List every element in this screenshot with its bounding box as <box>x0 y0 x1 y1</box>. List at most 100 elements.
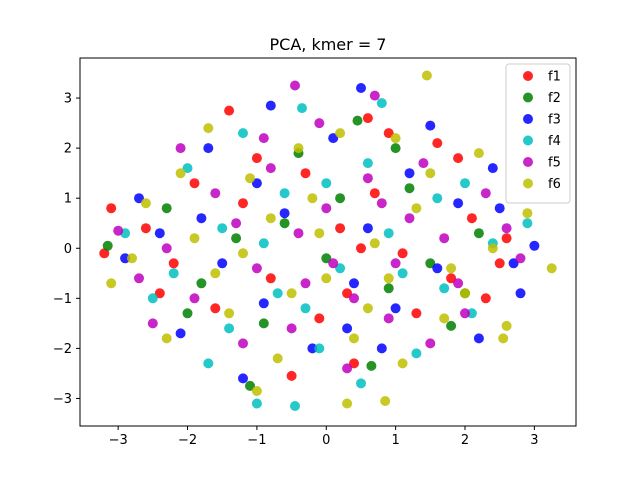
point-f2 <box>161 203 172 214</box>
point-f1 <box>349 358 359 369</box>
point-f6 <box>421 70 432 81</box>
point-f4 <box>439 283 450 294</box>
point-f6 <box>501 320 512 331</box>
point-f3 <box>251 178 262 189</box>
point-f4 <box>224 323 235 334</box>
point-f5 <box>418 158 429 169</box>
point-f3 <box>265 100 276 111</box>
point-f3 <box>432 263 443 274</box>
point-f2 <box>321 253 332 264</box>
point-f5 <box>258 133 269 144</box>
point-f5 <box>300 278 311 289</box>
point-f4 <box>272 288 283 299</box>
legend-box <box>505 63 571 204</box>
point-f1 <box>106 203 117 214</box>
point-f3 <box>134 193 144 204</box>
point-f1 <box>494 258 505 269</box>
point-f1 <box>300 168 311 179</box>
point-f6 <box>161 333 172 344</box>
legend: f1 f2 f3 f4 f5 f6 <box>505 63 571 204</box>
point-f5 <box>175 143 186 154</box>
y-tick-label: 1 <box>64 192 72 207</box>
point-f6 <box>307 193 318 204</box>
point-f1 <box>356 243 366 254</box>
point-f5 <box>210 188 221 199</box>
point-f5 <box>134 273 144 284</box>
x-tick-label: −1 <box>247 433 266 448</box>
point-f4 <box>376 98 387 109</box>
point-f1 <box>140 223 151 234</box>
point-f2 <box>383 283 394 294</box>
point-f2 <box>446 320 457 331</box>
point-f6 <box>245 173 255 184</box>
point-f1 <box>432 138 443 149</box>
x-tick-label: 3 <box>530 433 538 448</box>
point-f2 <box>102 240 113 251</box>
legend-marker-f5 <box>523 157 533 167</box>
point-f3 <box>307 343 318 354</box>
point-f1 <box>210 303 221 314</box>
point-f6 <box>335 128 346 139</box>
point-f3 <box>154 228 165 239</box>
point-f1 <box>446 273 457 284</box>
point-f6 <box>293 143 304 154</box>
point-f5 <box>147 318 158 329</box>
point-f3 <box>453 198 464 209</box>
point-f3 <box>515 288 526 299</box>
point-f5 <box>321 203 332 214</box>
chart-title: PCA, kmer = 7 <box>270 35 387 54</box>
legend-marker-f4 <box>523 135 533 146</box>
point-f1 <box>314 313 325 324</box>
point-f6 <box>487 243 498 254</box>
point-f3 <box>349 278 359 289</box>
point-f5 <box>362 173 373 184</box>
y-tick-label: −3 <box>53 392 72 407</box>
point-f6 <box>189 233 200 244</box>
point-f4 <box>168 268 179 279</box>
point-f5 <box>390 258 401 269</box>
point-f1 <box>154 288 165 299</box>
point-f6 <box>140 198 151 209</box>
point-f5 <box>376 198 387 209</box>
legend-label-f1: f1 <box>548 70 561 85</box>
point-f6 <box>106 278 117 289</box>
legend-label-f2: f2 <box>548 91 561 106</box>
point-f5 <box>515 253 526 264</box>
point-f1 <box>369 188 380 199</box>
point-f6 <box>546 263 557 274</box>
point-f1 <box>99 248 110 259</box>
point-f5 <box>265 163 276 174</box>
point-f4 <box>383 228 394 239</box>
y-tick-label: −1 <box>53 292 72 307</box>
point-f4 <box>362 158 373 169</box>
point-f5 <box>349 293 359 304</box>
point-f6 <box>127 253 137 264</box>
point-f2 <box>196 278 207 289</box>
point-f1 <box>265 273 276 284</box>
y-tick-label: −2 <box>53 342 72 357</box>
point-f4 <box>522 218 533 229</box>
point-f3 <box>356 83 366 93</box>
point-f3 <box>404 168 415 179</box>
point-f5 <box>238 338 248 349</box>
point-f6 <box>498 333 509 344</box>
point-f3 <box>425 120 436 131</box>
point-f4 <box>217 223 228 234</box>
point-f5 <box>369 90 380 101</box>
legend-label-f5: f5 <box>548 156 561 171</box>
point-f1 <box>480 293 491 304</box>
point-f2 <box>245 380 255 391</box>
point-f5 <box>293 228 304 239</box>
point-f6 <box>460 288 470 299</box>
point-f6 <box>362 303 373 314</box>
point-f3 <box>258 298 269 309</box>
point-f2 <box>182 308 193 319</box>
point-f3 <box>390 303 401 314</box>
point-f5 <box>439 233 450 244</box>
point-f6 <box>380 396 391 406</box>
point-f5 <box>425 338 436 349</box>
point-f1 <box>362 113 373 124</box>
point-f5 <box>501 223 512 234</box>
point-f4 <box>321 178 332 189</box>
